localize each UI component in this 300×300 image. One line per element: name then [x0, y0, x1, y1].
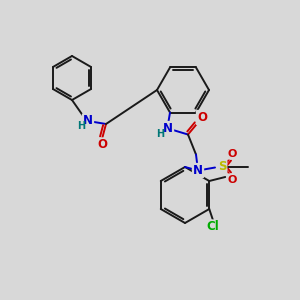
Text: N: N [193, 164, 203, 177]
Text: O: O [197, 111, 207, 124]
Text: Cl: Cl [207, 220, 220, 233]
Text: H: H [77, 121, 85, 131]
Text: H: H [156, 128, 164, 139]
Text: S: S [218, 160, 226, 173]
Text: N: N [83, 115, 93, 128]
Text: O: O [227, 175, 237, 184]
Text: O: O [97, 139, 107, 152]
Text: N: N [163, 122, 173, 135]
Text: O: O [227, 148, 237, 158]
